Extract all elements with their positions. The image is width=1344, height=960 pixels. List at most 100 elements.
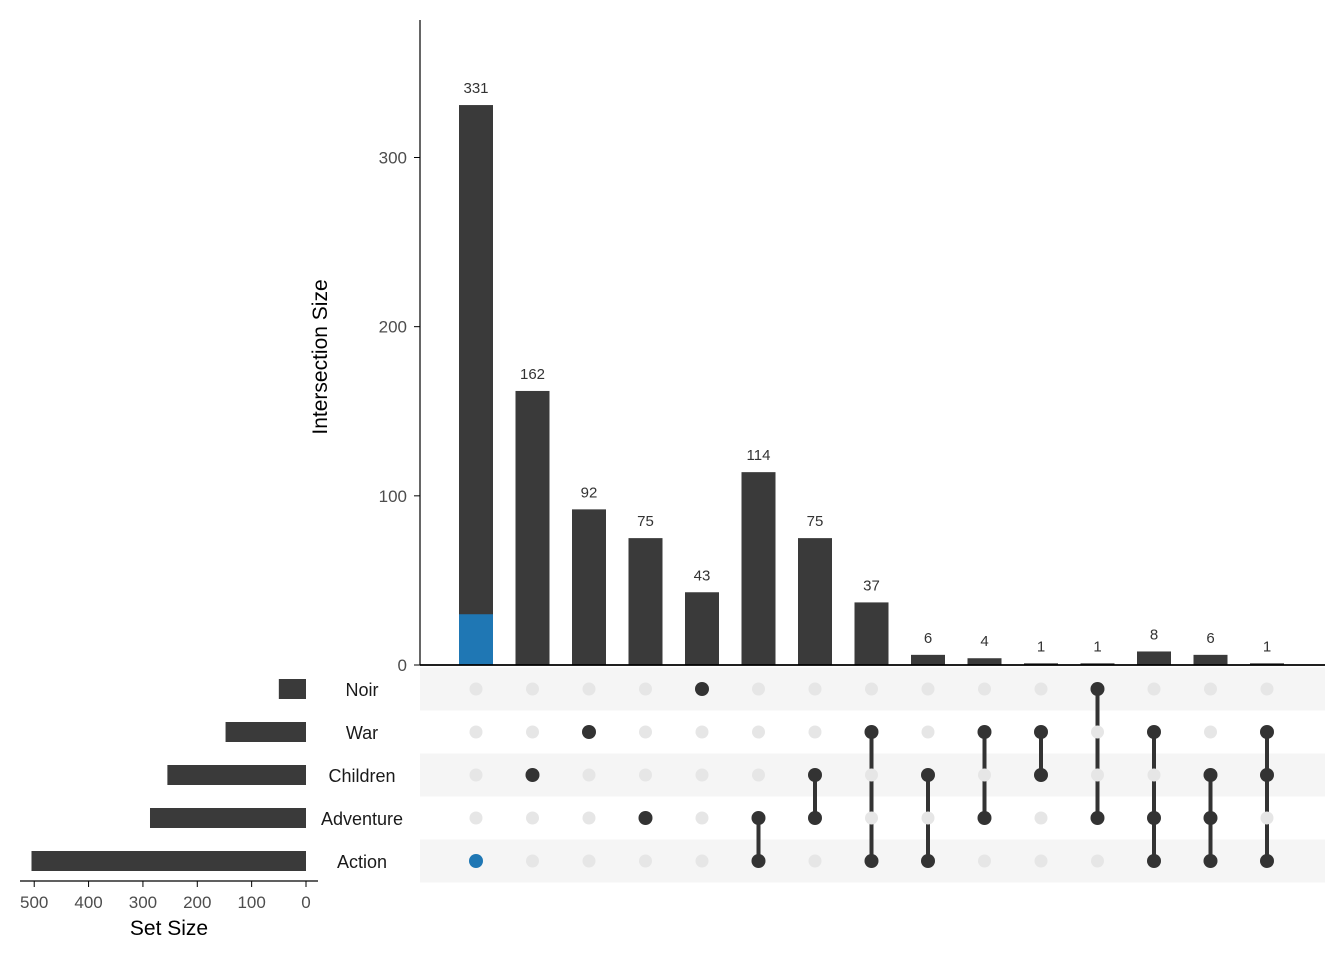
matrix-dot-7-noir xyxy=(808,682,822,696)
matrix-dot-6-war xyxy=(752,725,765,739)
matrix-dot-active-2-children xyxy=(525,768,540,782)
matrix-dot-12-war xyxy=(1091,725,1104,739)
matrix-dot-1-noir xyxy=(469,682,483,696)
matrix-dot-active-12-adventure xyxy=(1090,811,1105,825)
matrix-dot-1-children xyxy=(469,768,483,782)
matrix-dot-3-children xyxy=(582,768,596,782)
matrix-dot-14-noir xyxy=(1204,682,1217,696)
matrix-dot-10-children xyxy=(978,768,991,782)
matrix-dot-9-adventure xyxy=(921,811,935,825)
matrix-dot-active-13-war xyxy=(1147,725,1161,739)
matrix-dot-active-11-children xyxy=(1034,768,1048,782)
y-tick-label-100: 100 xyxy=(379,487,407,506)
set-size-tick-label-100: 100 xyxy=(237,893,265,912)
matrix-dot-active-8-war xyxy=(864,725,879,739)
matrix-dot-active-9-children xyxy=(921,768,935,782)
matrix-dot-8-noir xyxy=(865,682,878,696)
intersection-value-label-10: 4 xyxy=(980,633,988,650)
matrix-dot-active-6-adventure xyxy=(751,811,766,825)
set-size-bar-children xyxy=(167,765,306,785)
matrix-dot-6-noir xyxy=(752,682,765,696)
intersection-value-label-1: 331 xyxy=(463,80,488,97)
intersection-bar-4 xyxy=(628,538,663,665)
intersection-value-labels: 331 162 92 75 43 114 75 37 6 4 1 1 8 6 1 xyxy=(463,80,1271,655)
matrix-dot-8-adventure xyxy=(865,811,878,825)
intersection-value-label-13: 8 xyxy=(1150,626,1158,643)
matrix-dot-5-action xyxy=(695,854,709,868)
set-size-tick-label-300: 300 xyxy=(129,893,157,912)
matrix-dot-active-15-war xyxy=(1260,725,1274,739)
intersection-matrix xyxy=(469,682,1274,868)
matrix-dot-10-action xyxy=(978,854,991,868)
matrix-dot-active-13-action xyxy=(1147,854,1161,868)
matrix-dot-2-noir xyxy=(526,682,539,696)
intersection-value-label-15: 1 xyxy=(1263,638,1271,655)
intersection-bar-7 xyxy=(798,538,832,665)
intersection-value-label-9: 6 xyxy=(924,630,932,647)
set-label-war: War xyxy=(346,723,378,743)
intersection-value-label-11: 1 xyxy=(1037,638,1045,655)
intersection-bars xyxy=(459,105,1284,665)
matrix-dot-4-noir xyxy=(639,682,652,696)
intersection-bar-14 xyxy=(1193,654,1228,665)
matrix-dot-8-children xyxy=(865,768,878,782)
matrix-dot-active-14-action xyxy=(1203,854,1218,868)
matrix-dot-active-7-adventure xyxy=(808,811,822,825)
set-label-children: Children xyxy=(328,766,395,786)
set-size-axis-title: Set Size xyxy=(130,917,208,940)
matrix-dot-11-action xyxy=(1034,854,1048,868)
matrix-dot-active-10-adventure xyxy=(977,811,992,825)
matrix-dot-active-11-war xyxy=(1034,725,1048,739)
matrix-dot-active-3-war xyxy=(582,725,596,739)
matrix-dot-active-14-adventure xyxy=(1203,811,1218,825)
matrix-dot-5-children xyxy=(695,768,709,782)
intersection-bar-2 xyxy=(515,390,550,665)
intersection-value-label-12: 1 xyxy=(1093,638,1101,655)
matrix-dot-active-15-action xyxy=(1260,854,1274,868)
matrix-dot-12-children xyxy=(1091,768,1104,782)
matrix-dot-2-war xyxy=(526,725,539,739)
matrix-dot-active-1-action xyxy=(469,854,483,868)
set-size-bar-war xyxy=(225,722,306,742)
matrix-dot-15-noir xyxy=(1260,682,1274,696)
set-label-action: Action xyxy=(337,852,387,872)
intersection-bar-3 xyxy=(572,509,606,665)
set-size-axis: 0 100 200 300 400 500 xyxy=(20,880,318,912)
matrix-dot-2-action xyxy=(526,854,539,868)
intersection-value-label-6: 114 xyxy=(747,447,771,464)
matrix-dot-6-children xyxy=(752,768,765,782)
set-size-bar-action xyxy=(31,851,306,871)
intersection-value-label-8: 37 xyxy=(863,577,880,594)
intersection-bar-1 xyxy=(459,105,493,665)
matrix-dot-4-action xyxy=(639,854,652,868)
intersection-bar-5 xyxy=(685,592,719,665)
intersection-value-label-4: 75 xyxy=(637,513,654,530)
set-size-bars xyxy=(31,679,306,871)
intersection-value-label-7: 75 xyxy=(807,513,824,530)
matrix-dot-15-adventure xyxy=(1260,811,1274,825)
y-axis-title: Intersection Size xyxy=(309,279,332,434)
y-tick-label-0: 0 xyxy=(398,656,407,675)
matrix-dot-active-7-children xyxy=(808,768,822,782)
matrix-dot-11-adventure xyxy=(1034,811,1048,825)
matrix-dot-13-noir xyxy=(1147,682,1161,696)
set-size-tick-label-400: 400 xyxy=(74,893,102,912)
intersection-y-axis: 0 100 200 300 xyxy=(379,20,1325,675)
matrix-dot-11-noir xyxy=(1034,682,1048,696)
matrix-dot-2-adventure xyxy=(526,811,539,825)
intersection-bar-8 xyxy=(854,602,889,665)
matrix-dot-9-noir xyxy=(921,682,935,696)
intersection-value-label-3: 92 xyxy=(581,484,598,501)
intersection-bar-9 xyxy=(911,654,945,665)
y-tick-label-200: 200 xyxy=(379,318,407,337)
matrix-dot-active-4-adventure xyxy=(638,811,653,825)
intersection-bar-13 xyxy=(1137,651,1171,665)
matrix-dot-active-10-war xyxy=(977,725,992,739)
intersection-bar-10 xyxy=(967,658,1002,665)
matrix-dot-9-war xyxy=(921,725,935,739)
set-size-tick-label-500: 500 xyxy=(20,893,48,912)
matrix-dot-5-adventure xyxy=(695,811,709,825)
matrix-dot-10-noir xyxy=(978,682,991,696)
intersection-value-label-2: 162 xyxy=(520,366,545,383)
